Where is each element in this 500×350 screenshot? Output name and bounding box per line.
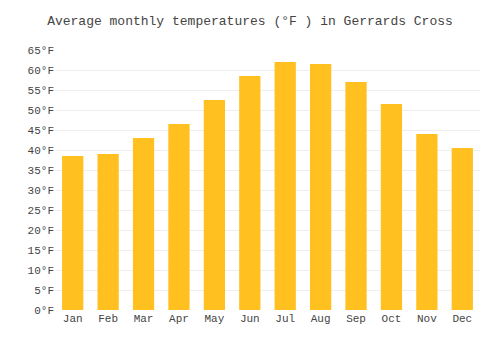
svg-text:20°F: 20°F [28, 225, 54, 237]
svg-text:5°F: 5°F [34, 285, 54, 297]
svg-text:Nov: Nov [417, 313, 437, 325]
svg-text:40°F: 40°F [28, 145, 54, 157]
svg-text:Aug: Aug [311, 313, 331, 325]
svg-text:15°F: 15°F [28, 245, 54, 257]
svg-text:10°F: 10°F [28, 265, 54, 277]
svg-text:Average monthly temperatures (: Average monthly temperatures (°F ) in Ge… [47, 14, 453, 29]
svg-text:30°F: 30°F [28, 185, 54, 197]
svg-text:55°F: 55°F [28, 85, 54, 97]
svg-text:Jul: Jul [275, 313, 295, 325]
svg-text:Oct: Oct [382, 313, 402, 325]
svg-text:Sep: Sep [346, 313, 366, 325]
svg-text:Jun: Jun [240, 313, 260, 325]
svg-text:50°F: 50°F [28, 105, 54, 117]
svg-text:May: May [204, 313, 224, 325]
svg-text:Apr: Apr [169, 313, 189, 325]
svg-text:45°F: 45°F [28, 125, 54, 137]
svg-text:Dec: Dec [452, 313, 472, 325]
svg-text:60°F: 60°F [28, 65, 54, 77]
svg-text:35°F: 35°F [28, 165, 54, 177]
svg-text:Feb: Feb [98, 313, 118, 325]
svg-text:Jan: Jan [63, 313, 83, 325]
svg-text:25°F: 25°F [28, 205, 54, 217]
svg-text:0°F: 0°F [34, 305, 54, 317]
svg-text:65°F: 65°F [28, 45, 54, 57]
svg-text:Mar: Mar [134, 313, 154, 325]
